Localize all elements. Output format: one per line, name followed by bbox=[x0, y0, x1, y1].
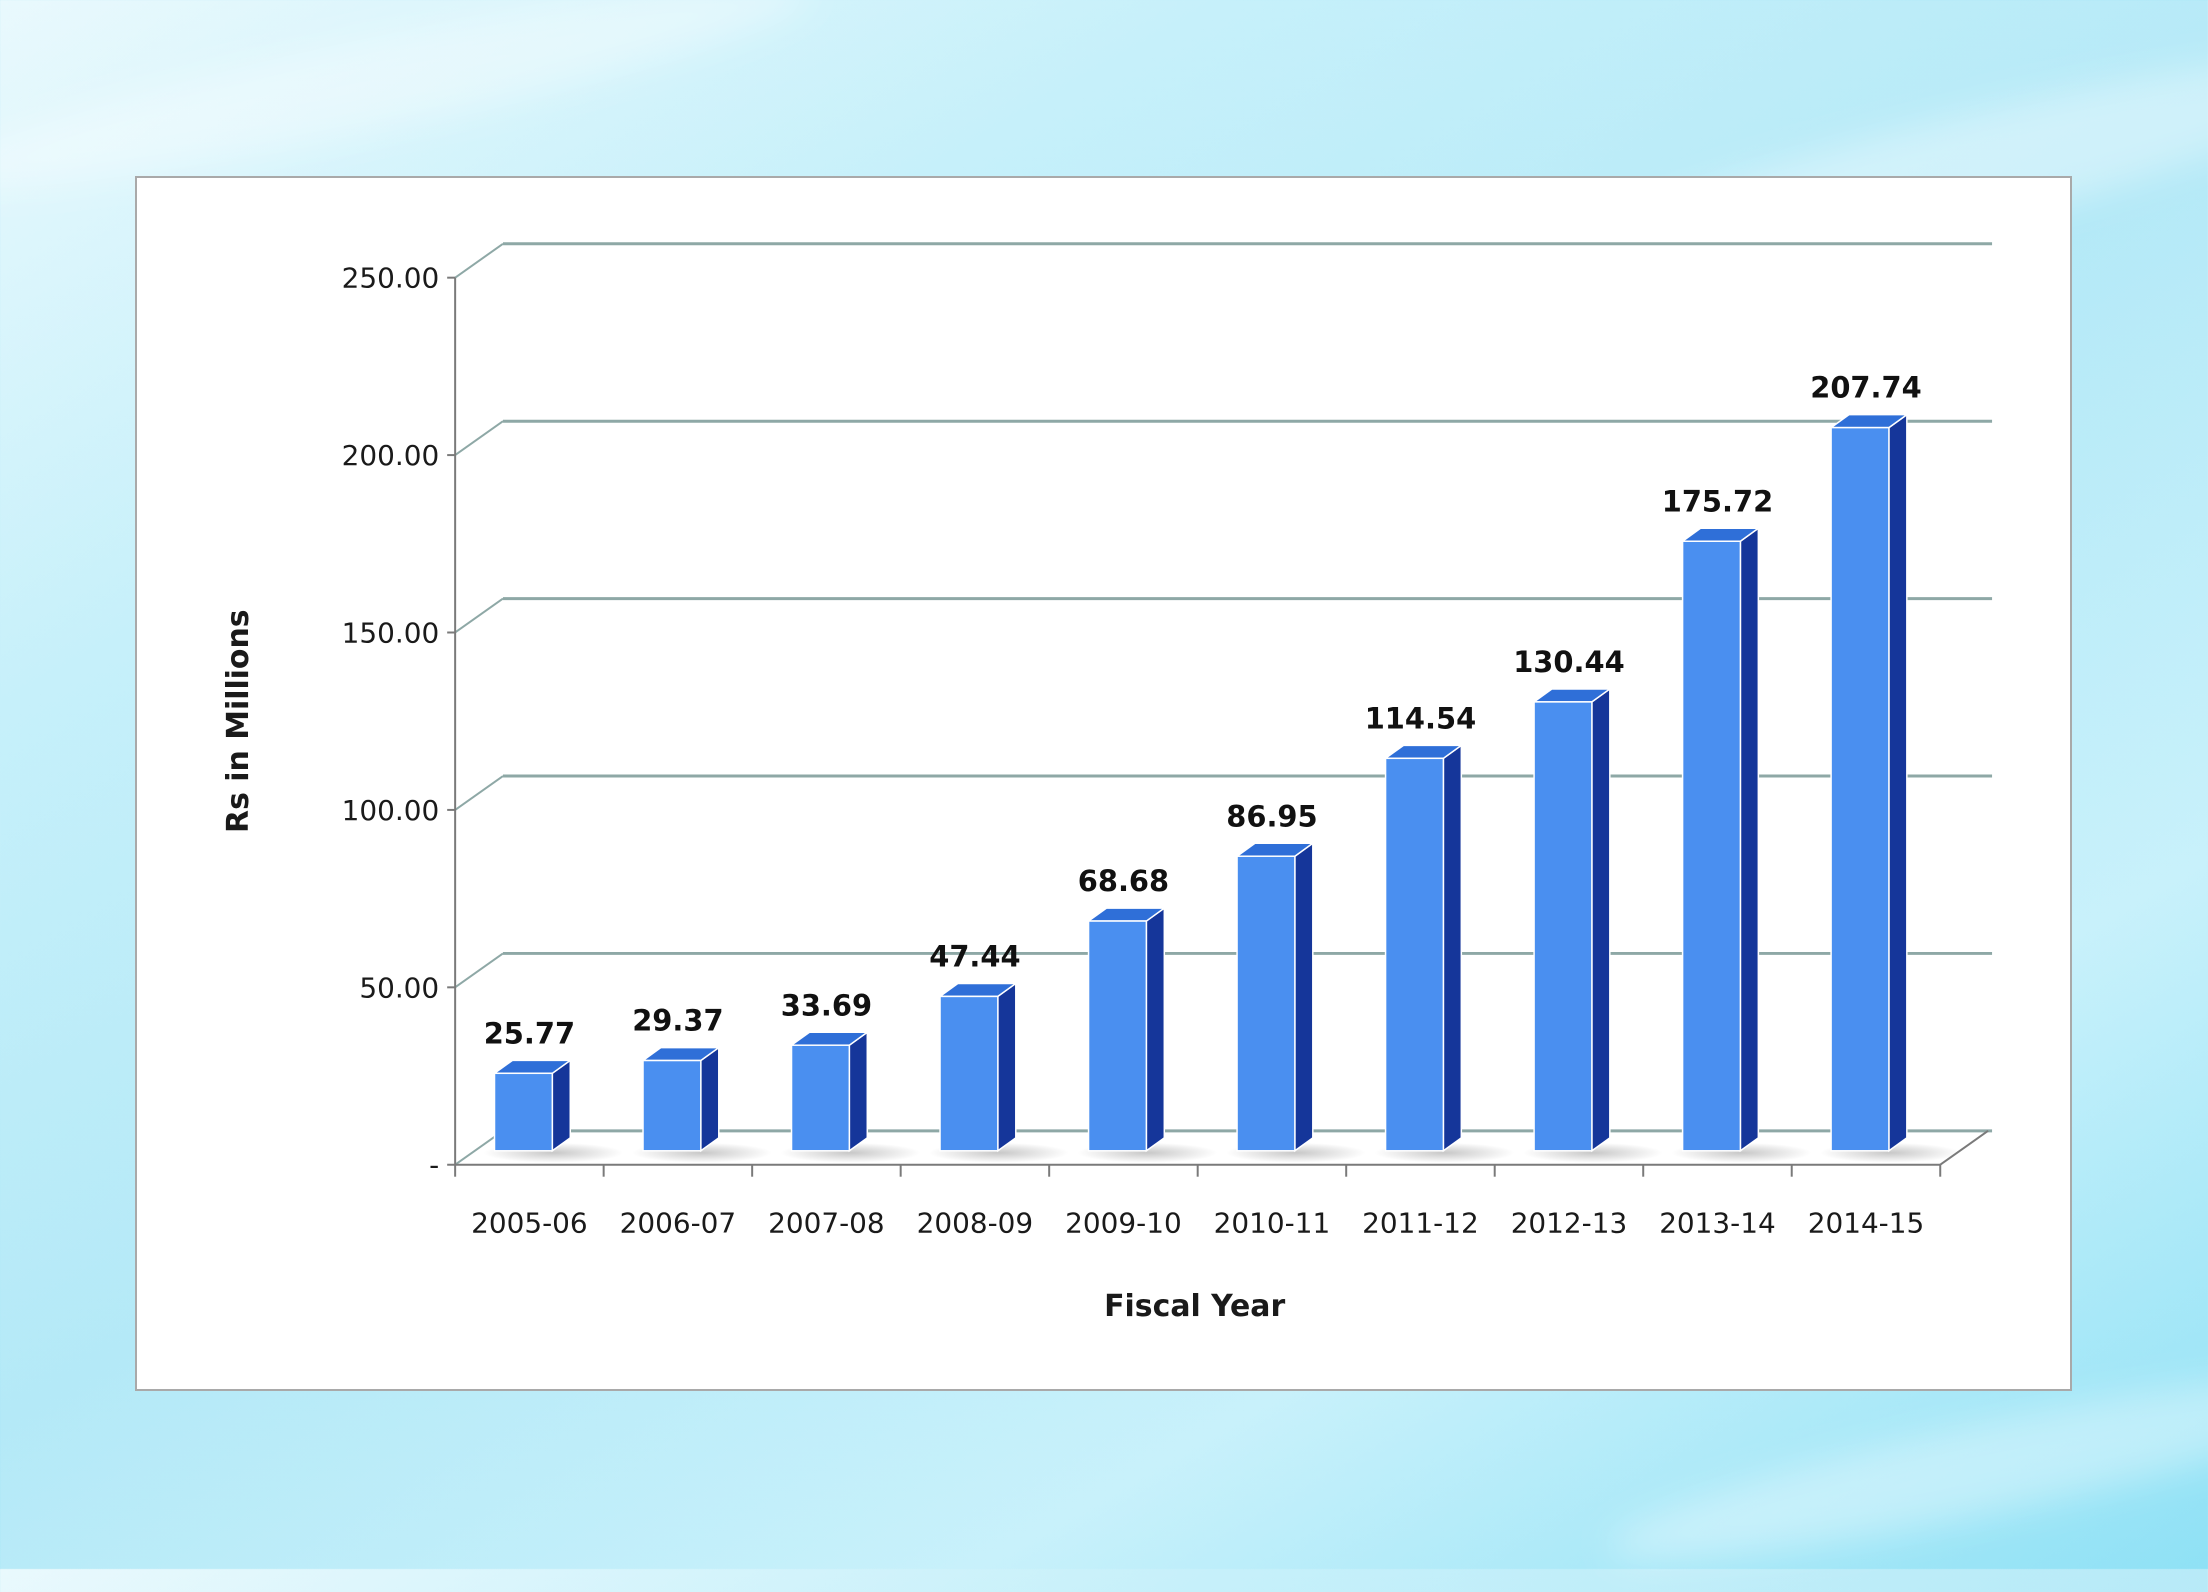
bar-front bbox=[1384, 757, 1445, 1152]
data-label: 25.77 bbox=[484, 1016, 575, 1050]
bar-side bbox=[1591, 687, 1611, 1153]
data-label: 47.44 bbox=[929, 940, 1020, 974]
x-tick-label: 2009-10 bbox=[1065, 1207, 1182, 1240]
x-tick-label: 2014-15 bbox=[1808, 1207, 1925, 1240]
bar bbox=[483, 1058, 624, 1163]
bar-front bbox=[1533, 701, 1593, 1152]
y-tick-label: - bbox=[429, 1149, 439, 1182]
data-label: 68.68 bbox=[1078, 864, 1169, 898]
x-tick-label: 2006-07 bbox=[620, 1207, 737, 1240]
bar-chart: - 50.00 100.00 150.00 200.00 250.00 25.77 2005… bbox=[221, 242, 1993, 1324]
bar-side bbox=[551, 1058, 572, 1153]
bar-side bbox=[848, 1030, 869, 1153]
x-tick-label: 2011-12 bbox=[1362, 1207, 1479, 1240]
bar-front bbox=[1087, 920, 1148, 1152]
bar-side bbox=[1145, 906, 1166, 1153]
bar-side bbox=[1739, 526, 1760, 1153]
bar-front bbox=[1236, 855, 1296, 1152]
y-tick-label: 150.00 bbox=[342, 616, 440, 649]
data-label: 29.37 bbox=[632, 1004, 723, 1038]
bar bbox=[1226, 841, 1366, 1163]
data-label: 207.74 bbox=[1810, 371, 1922, 405]
bar bbox=[1523, 687, 1663, 1163]
bar bbox=[632, 1046, 772, 1163]
x-tick-label: 2010-11 bbox=[1214, 1207, 1331, 1240]
x-tick-label: 2007-08 bbox=[768, 1207, 885, 1240]
y-tick-label: 50.00 bbox=[359, 971, 439, 1004]
y-tick-label: 250.00 bbox=[342, 262, 440, 295]
bar-front bbox=[493, 1072, 554, 1152]
x-tick-label: 2008-09 bbox=[917, 1207, 1034, 1240]
data-label: 130.44 bbox=[1513, 645, 1625, 679]
x-tick-label: 2005-06 bbox=[471, 1207, 588, 1240]
x-tick-label: 2013-14 bbox=[1659, 1207, 1776, 1240]
gridline-connector bbox=[454, 242, 504, 279]
x-axis-depth-line bbox=[1939, 1130, 1989, 1166]
x-tick-label: 2012-13 bbox=[1511, 1207, 1628, 1240]
bar-side bbox=[1888, 413, 1908, 1153]
bar-front bbox=[642, 1059, 702, 1152]
data-label: 86.95 bbox=[1226, 799, 1317, 833]
bar-front bbox=[790, 1044, 851, 1152]
bar bbox=[780, 1030, 921, 1163]
gridline-connector bbox=[454, 420, 504, 456]
y-tick-label: 200.00 bbox=[342, 439, 440, 472]
data-label: 175.72 bbox=[1662, 484, 1774, 518]
bar bbox=[1671, 526, 1812, 1163]
data-label: 33.69 bbox=[781, 988, 872, 1022]
y-tick-label: 100.00 bbox=[342, 794, 440, 827]
x-axis-title: Fiscal Year bbox=[1104, 1289, 1285, 1324]
bar bbox=[1820, 413, 1960, 1163]
bar bbox=[1374, 743, 1515, 1163]
bar-front bbox=[1681, 540, 1742, 1152]
gridline-connector bbox=[454, 597, 504, 634]
y-axis-title: Rs in Millions bbox=[221, 609, 256, 832]
bar-side bbox=[997, 981, 1017, 1153]
bar-side bbox=[1294, 841, 1314, 1153]
gridline-connector bbox=[454, 775, 504, 811]
bar bbox=[1077, 906, 1218, 1163]
bar-side bbox=[700, 1046, 720, 1153]
bar bbox=[929, 981, 1069, 1163]
gridline-connector bbox=[454, 952, 504, 989]
bar-front bbox=[939, 995, 999, 1152]
data-label: 114.54 bbox=[1365, 701, 1477, 735]
chart-panel: - 50.00 100.00 150.00 200.00 250.00 25.77 2005… bbox=[135, 176, 2072, 1391]
bar-side bbox=[1442, 743, 1463, 1153]
bar-front bbox=[1830, 426, 1890, 1152]
